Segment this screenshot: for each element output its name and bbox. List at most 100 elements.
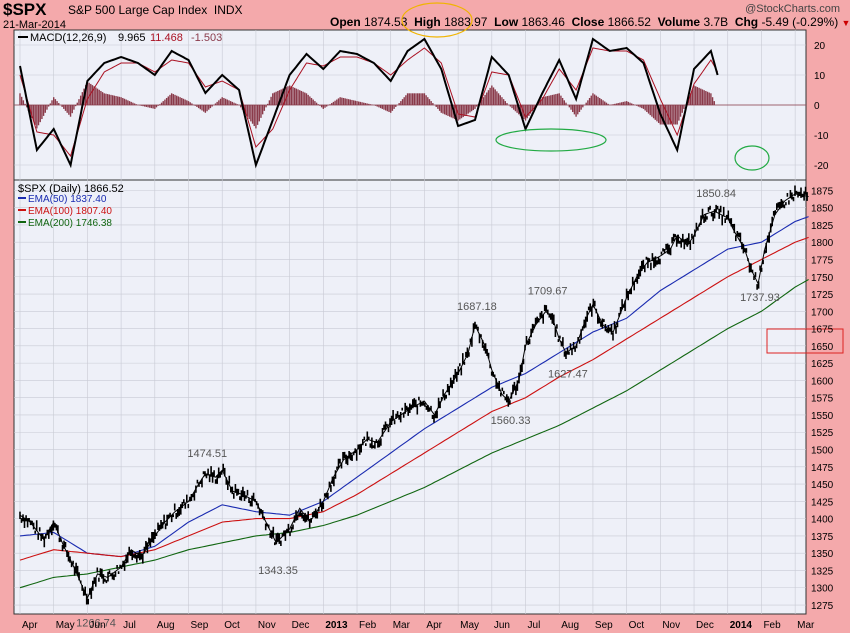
high-callout-ellipse — [401, 2, 473, 38]
x-tick-label: Mar — [797, 620, 815, 631]
price-y-tick-label: 1500 — [811, 446, 834, 457]
close-label: Close — [571, 15, 605, 29]
open-label: Open — [330, 15, 361, 29]
x-tick-label: Nov — [662, 620, 680, 631]
price-y-tick-label: 1425 — [811, 497, 834, 508]
low-value: 1863.46 — [521, 15, 565, 29]
x-tick-label: Sep — [595, 620, 613, 631]
ema200-line — [19, 279, 809, 589]
x-tick-label: Jul — [528, 620, 541, 631]
x-tick-label: Apr — [22, 620, 38, 631]
price-annotation: 1850.84 — [696, 188, 736, 200]
macd-legend: MACD(12,26,9) 9.965 11.468 -1.503 — [18, 32, 222, 44]
x-tick-label: Oct — [629, 620, 645, 631]
price-line — [19, 193, 809, 600]
price-y-tick-label: 1575 — [811, 394, 834, 405]
price-y-tick-label: 1725 — [811, 290, 834, 301]
macd-legend-signal: 11.468 — [150, 32, 183, 44]
price-y-tick-label: 1525 — [811, 428, 834, 439]
x-tick-label: Nov — [258, 620, 276, 631]
price-annotation: 1343.35 — [258, 565, 298, 577]
high-value: 1883.97 — [444, 15, 488, 29]
price-y-tick-label: 1375 — [811, 532, 834, 543]
macd-y-tick-label: -20 — [814, 161, 829, 172]
macd-legend-label: MACD(12,26,9) — [30, 32, 106, 44]
price-annotation: 1737.93 — [740, 292, 780, 304]
price-annotation: 1709.67 — [528, 286, 568, 298]
macd-y-tick-label: 20 — [814, 41, 826, 52]
security-name: S&P 500 Large Cap Index INDX — [68, 3, 243, 17]
x-tick-label: Jun — [89, 620, 105, 631]
x-tick-label: Jun — [494, 620, 510, 631]
price-y-tick-label: 1700 — [811, 307, 834, 318]
price-y-tick-label: 1300 — [811, 584, 834, 595]
brand-watermark: @StockCharts.com — [745, 3, 840, 15]
price-annotation: 1627.47 — [548, 368, 588, 380]
close-value: 1866.52 — [607, 15, 651, 29]
x-tick-label: Dec — [292, 620, 310, 631]
macd-trough-ellipse — [495, 128, 607, 152]
price-legend-title: $SPX (Daily) 1866.52 — [18, 183, 124, 195]
macd-legend-macd: 9.965 — [118, 32, 146, 44]
x-tick-label: Oct — [224, 620, 240, 631]
date: 21-Mar-2014 — [3, 19, 66, 31]
price-y-tick-label: 1475 — [811, 463, 834, 474]
price-y-tick-label: 1875 — [811, 186, 834, 197]
x-tick-label: Jul — [123, 620, 136, 631]
symbol: $SPX — [3, 0, 47, 19]
price-y-tick-label: 1675 — [811, 325, 834, 336]
chg-label: Chg — [734, 15, 759, 29]
ohlc-bar: Open 1874.53 High 1883.97 Low 1863.46 Cl… — [330, 15, 850, 29]
x-tick-label: 2013 — [325, 620, 348, 631]
high-label: High — [414, 15, 441, 29]
x-tick-label: May — [460, 620, 479, 631]
price-y-tick-label: 1650 — [811, 342, 834, 353]
ema50-legend-name: EMA(50) — [28, 194, 67, 205]
macd-line — [19, 37, 719, 169]
annotations: 1266.74 1474.51 1343.35 1687.18 1560.33 1709.… — [76, 188, 780, 630]
axis-break-box — [766, 328, 844, 354]
low-label: Low — [494, 15, 519, 29]
macd-y-tick-label: -10 — [814, 131, 829, 142]
ema200-legend: EMA(200) 1746.38 — [28, 218, 112, 229]
macd-legend-hist: -1.503 — [191, 32, 222, 44]
macd-y-tick-label: 10 — [814, 71, 826, 82]
volume-label: Volume — [657, 15, 701, 29]
open-value: 1874.53 — [364, 15, 408, 29]
ema100-legend-value: 1807.40 — [76, 206, 113, 217]
price-annotation: 1687.18 — [457, 301, 497, 313]
chg-value: -5.49 (-0.29%) — [761, 15, 839, 29]
x-tick-label: Mar — [393, 620, 411, 631]
x-tick-label: Sep — [191, 620, 209, 631]
ema200-legend-value: 1746.38 — [76, 218, 113, 229]
price-y-tick-label: 1550 — [811, 411, 834, 422]
price-y-tick-label: 1600 — [811, 376, 834, 387]
macd-y-tick-label: 0 — [814, 101, 820, 112]
price-y-tick-label: 1775 — [811, 255, 834, 266]
ema50-legend: EMA(50) 1837.40 — [28, 194, 107, 205]
x-tick-label: Aug — [561, 620, 579, 631]
x-tick-label: Aug — [157, 620, 175, 631]
x-tick-label: Dec — [696, 620, 714, 631]
price-y-tick-label: 1325 — [811, 566, 834, 577]
volume-value: 3.7B — [703, 15, 729, 29]
x-tick-label: May — [56, 620, 75, 631]
price-y-tick-label: 1800 — [811, 238, 834, 249]
x-tick-label: Feb — [359, 620, 377, 631]
price-annotation: 1474.51 — [187, 448, 227, 460]
price-y-tick-label: 1750 — [811, 273, 834, 284]
x-tick-label: Feb — [763, 620, 781, 631]
price-y-tick-label: 1400 — [811, 515, 834, 526]
price-y-tick-label: 1825 — [811, 221, 834, 232]
ema100-line — [19, 236, 809, 561]
series-lines — [19, 37, 809, 605]
security-name-text: S&P 500 Large Cap Index — [68, 3, 208, 17]
price-annotation: 1560.33 — [491, 415, 531, 427]
price-y-tick-label: 1450 — [811, 480, 834, 491]
price-annotation: 1266.74 — [76, 618, 116, 630]
exchange: INDX — [213, 3, 243, 17]
price-y-tick-label: 1625 — [811, 359, 834, 370]
ema200-legend-name: EMA(200) — [28, 218, 73, 229]
price-legend: $SPX (Daily) 1866.52 EMA(50) 1837.40 EMA… — [18, 183, 124, 229]
